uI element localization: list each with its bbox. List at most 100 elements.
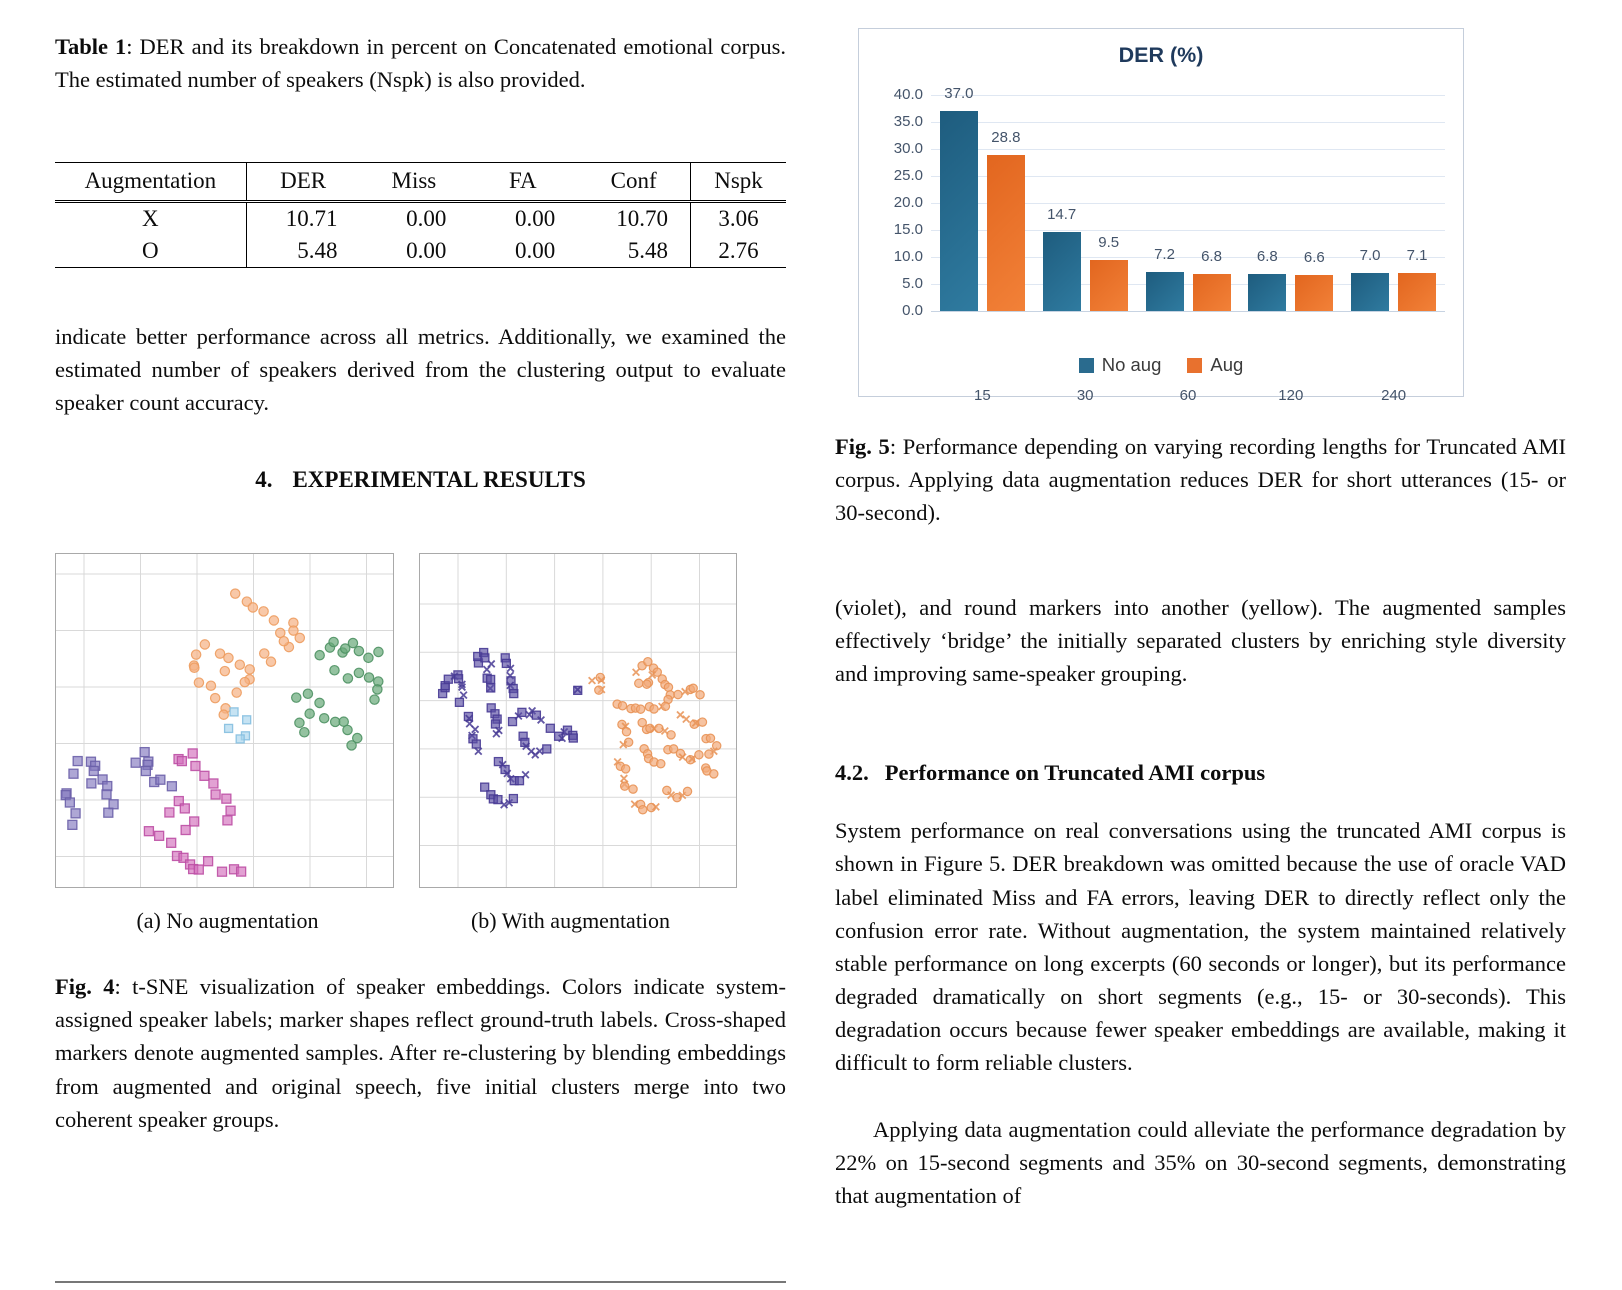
table1-header-fa: FA (508, 168, 537, 194)
scatter-point-square (235, 866, 247, 878)
scatter-point-circle (634, 678, 644, 689)
legend-label-noaug: No aug (1101, 354, 1162, 375)
scatter-point-circle (652, 667, 663, 678)
scatter-point-square (501, 659, 511, 669)
y-tick-label: 10.0 (893, 248, 923, 265)
scatter-point-square (88, 766, 99, 777)
scatter-point-circle (288, 625, 299, 637)
figure5-caption: Fig. 5: Performance depending on varying… (835, 430, 1566, 529)
scatter-point-cross (521, 771, 530, 780)
scatter-point-circle (711, 741, 722, 751)
scatter-point-square (64, 797, 75, 808)
x-category-label: 120 (1278, 387, 1304, 404)
scatter-point-circle (363, 652, 374, 664)
scatter-point-circle (205, 680, 217, 692)
scatter-point-square (166, 781, 178, 792)
figure4-subcaptions: (a) No augmentation (b) With augmentatio… (55, 908, 786, 934)
scatter-point-square (222, 815, 233, 826)
gridline (931, 122, 1445, 123)
scatter-point-circle (304, 708, 315, 720)
scatter-point-circle (314, 697, 325, 709)
scatter-point-circle (635, 704, 646, 715)
scatter-point-square (221, 793, 232, 805)
chart-title: DER (%) (1118, 43, 1204, 67)
bar-value-label: 6.6 (1303, 249, 1325, 267)
scatter-point-circle (299, 727, 310, 738)
scatter-point-circle (214, 648, 226, 660)
scatter-point-square (187, 748, 198, 759)
table1-row-o: O 5.48 0.00 0.00 5.48 2.76 (55, 235, 786, 268)
scatter-point-square (454, 698, 465, 708)
legend-label-aug: Aug (1210, 354, 1244, 375)
table1-wrapper: Augmentation DER Miss FA Conf Nspk X 10.… (55, 162, 786, 268)
scatter-point-circle (697, 717, 708, 728)
scatter-point-circle (643, 657, 653, 667)
figure4-caption-text: : t-SNE visualization of speaker embeddi… (55, 974, 786, 1132)
scatter-point-circle (244, 664, 255, 675)
scatter-point-cross (482, 665, 491, 674)
scatter-point-cross (678, 753, 687, 762)
table1-header-augmentation: Augmentation (55, 162, 247, 202)
y-tick-label: 30.0 (893, 140, 923, 157)
scatter-point-square (86, 778, 97, 789)
table1-header-nspk: Nspk (690, 162, 786, 202)
scatter-point-circle (223, 652, 234, 664)
scatter-point-circle (621, 727, 632, 737)
scatter-point-square (108, 799, 119, 810)
legend-item-aug: Aug (1187, 354, 1243, 376)
subsection-heading-42: 4.2. Performance on Truncated AMI corpus (835, 760, 1566, 786)
section-number: 4. (255, 467, 273, 493)
scatter-point-circle (219, 666, 231, 677)
x-category-label: 60 (1179, 387, 1197, 404)
table1-header-miss: Miss (391, 168, 437, 194)
scatter-point-square (173, 796, 184, 807)
scatter-point-circle (617, 719, 627, 730)
scatter-point-circle (673, 690, 683, 700)
bar-aug-120 (1295, 275, 1334, 311)
scatter-point-cross (688, 755, 697, 764)
scatter-point-square (202, 856, 214, 867)
scatter-point-cross (458, 683, 467, 692)
scatter-point-square (176, 756, 188, 767)
bar-value-label: 6.8 (1201, 248, 1222, 266)
gridline (931, 203, 1445, 204)
scatter-point-square (199, 770, 210, 782)
scatter-point-circle (351, 733, 363, 744)
scatter-point-square (480, 782, 490, 793)
scatter-point-circle (642, 679, 652, 690)
scatter-point-circle (258, 648, 270, 660)
bar-value-label: 37.0 (944, 85, 974, 103)
scatter-point-circle (318, 713, 330, 724)
cell-fa-x: 0.00 (515, 206, 556, 232)
scatter-point-square (509, 689, 519, 699)
scatter-point-cross (682, 715, 691, 724)
cell-nspk-x: 3.06 (690, 201, 786, 236)
bar-value-label: 6.8 (1256, 248, 1278, 266)
cell-miss-o: 0.00 (406, 238, 447, 264)
scatter-point-circle (209, 693, 221, 704)
scatter-point-cross (573, 685, 582, 694)
scatter-point-square (223, 724, 234, 734)
scatter-point-square (140, 766, 152, 777)
scatter-point-square (190, 761, 201, 772)
cell-der-o: 5.48 (297, 238, 338, 264)
bar-aug-30 (1089, 259, 1128, 311)
scatter-point-circle (342, 673, 354, 684)
scatter-point-circle (705, 733, 716, 744)
scatter-point-cross (676, 711, 685, 720)
bar-noaug-120 (1248, 274, 1287, 311)
y-tick-label: 15.0 (893, 221, 923, 238)
table1-header-conf: Conf (610, 168, 657, 194)
scatter-point-cross (503, 769, 512, 778)
scatter-point-square (143, 826, 155, 837)
scatter-point-cross (457, 680, 466, 689)
scatter-point-cross (506, 664, 515, 673)
bar-aug-15 (986, 155, 1025, 311)
scatter-point-square (229, 707, 239, 717)
scatter-point-circle (231, 687, 242, 699)
bar-value-label: 9.5 (1098, 233, 1120, 251)
subcaption-b: (b) With augmentation (470, 908, 671, 934)
scatter-point-square (216, 866, 228, 878)
scatter-point-circle (199, 639, 211, 651)
subcaption-a: (a) No augmentation (136, 908, 319, 934)
